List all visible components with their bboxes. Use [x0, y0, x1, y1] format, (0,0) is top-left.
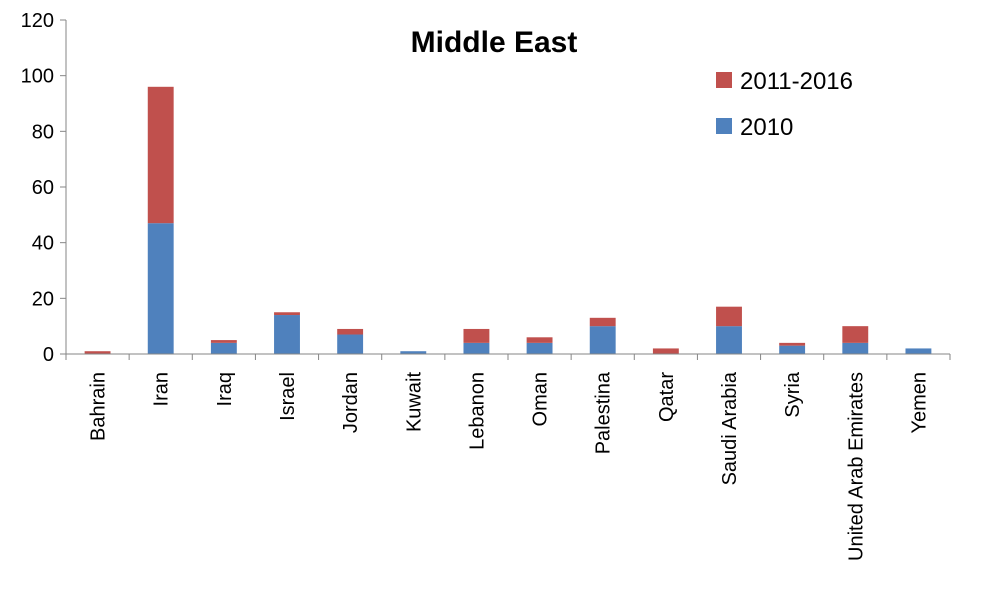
bar-segment [716, 326, 742, 354]
x-tick-label: Syria [782, 371, 804, 417]
legend: 2011-2016 2010 [716, 68, 853, 141]
y-axis: 0 20 40 60 80 100 120 [21, 10, 67, 366]
legend-swatch [716, 118, 732, 134]
legend-label: 2010 [740, 114, 793, 141]
bar-segment [652, 348, 679, 354]
y-tick-label: 60 [32, 177, 54, 199]
bar-segment [337, 328, 364, 335]
bar-segment [274, 312, 300, 316]
bar-segment [526, 337, 553, 343]
bar-segment [716, 306, 742, 327]
bar-segment [210, 342, 237, 354]
x-tick-label: United Arab Emirates [845, 372, 867, 561]
bar-segment [210, 340, 237, 343]
legend-swatch [716, 72, 732, 88]
bar-segment [147, 86, 174, 224]
x-tick-label: Jordan [340, 372, 362, 433]
bar-segment [147, 223, 174, 354]
x-axis: Bahrain Iran Iraq Israel Jordan Kuwait Lebanon… [65, 353, 951, 561]
y-tick-label: 0 [43, 344, 54, 366]
bar-segment [337, 334, 364, 354]
bar-segment [842, 342, 869, 354]
y-tick-label: 100 [21, 66, 54, 88]
bar-segment [274, 315, 300, 354]
y-tick-label: 40 [32, 233, 54, 255]
bar-segment [905, 348, 932, 354]
x-tick-label: Iran [151, 372, 173, 406]
x-tick-label: Iraq [214, 372, 236, 406]
bar-segment [779, 342, 806, 346]
x-tick-label: Yemen [908, 372, 930, 434]
bar-segment [589, 317, 616, 327]
x-tick-label: Lebanon [466, 372, 488, 450]
y-tick-label: 120 [21, 10, 54, 32]
x-tick-label: Bahrain [88, 372, 110, 441]
bar-segment [589, 326, 616, 354]
legend-label: 2011-2016 [740, 68, 853, 95]
y-tick-label: 80 [32, 121, 54, 143]
bar-segment [842, 326, 869, 343]
x-tick-label: Qatar [656, 372, 678, 422]
bar-segment [779, 345, 806, 354]
x-tick-label: Israel [277, 372, 299, 421]
x-tick-label: Saudi Arabia [719, 371, 741, 485]
x-tick-label: Oman [530, 372, 552, 426]
bar-segment [463, 342, 490, 354]
bar-segment [463, 328, 490, 343]
bar-segment [400, 351, 427, 354]
chart-title: Middle East [411, 26, 578, 59]
bar-segment [526, 342, 553, 354]
bars [84, 86, 932, 354]
y-tick-label: 20 [32, 288, 54, 310]
x-tick-label: Kuwait [403, 372, 425, 432]
bar-segment [84, 351, 111, 354]
x-tick-label: Palestina [593, 371, 615, 454]
